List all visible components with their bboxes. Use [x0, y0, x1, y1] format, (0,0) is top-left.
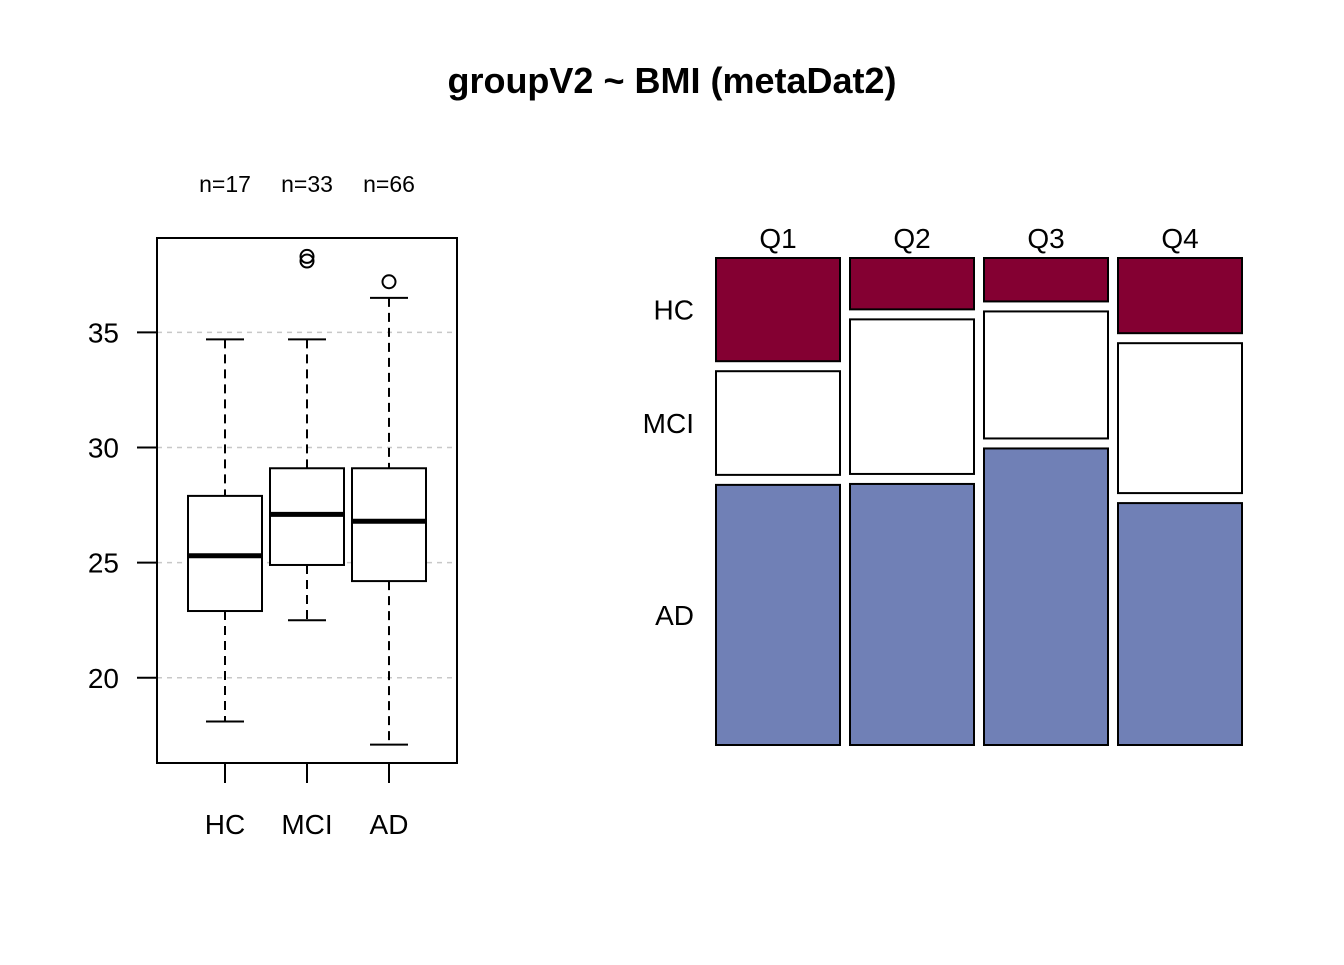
tile-q2-ad [849, 482, 975, 746]
column-label-q1: Q1 [759, 223, 796, 254]
tile-q2-mci [849, 318, 975, 475]
tile-q4-hc [1117, 257, 1243, 335]
n-label-hc: n=17 [199, 171, 251, 197]
x-tick-label-mci: MCI [281, 809, 332, 840]
tile-q2-hc [849, 257, 975, 311]
row-label-mci: MCI [643, 408, 694, 439]
mosaic-panel: Q1 Q2 Q3 Q4 HC MCI AD [643, 223, 1243, 746]
box-ad [351, 467, 427, 583]
column-label-q4: Q4 [1161, 223, 1198, 254]
y-tick-label-20: 20 [88, 663, 119, 694]
tile-q1-hc [715, 257, 841, 363]
outlier-mci-1 [299, 248, 315, 264]
tile-q1-ad [715, 483, 841, 746]
tile-q3-mci [983, 310, 1109, 440]
plot-frame [156, 237, 458, 764]
y-tick-label-35: 35 [88, 317, 119, 348]
y-tick-label-25: 25 [88, 548, 119, 579]
row-label-ad: AD [655, 600, 694, 631]
boxplot-panel: n=17 HC n=33 MCI n=66 AD 20 25 30 35 [88, 171, 458, 840]
outlier-ad-0 [381, 274, 397, 290]
tile-q4-mci [1117, 342, 1243, 495]
x-tick-label-ad: AD [370, 809, 409, 840]
outlier-mci-0 [299, 253, 315, 269]
chart-title: groupV2 ~ BMI (metaDat2) [447, 60, 896, 101]
tile-q3-hc [983, 257, 1109, 303]
x-tick-label-hc: HC [205, 809, 245, 840]
tile-q1-mci [715, 370, 841, 476]
column-label-q2: Q2 [893, 223, 930, 254]
column-label-q3: Q3 [1027, 223, 1064, 254]
row-label-hc: HC [654, 295, 694, 326]
y-tick-label-30: 30 [88, 433, 119, 464]
tile-q4-ad [1117, 502, 1243, 746]
n-label-mci: n=33 [281, 171, 333, 197]
n-label-ad: n=66 [363, 171, 415, 197]
tile-q3-ad [983, 447, 1109, 746]
